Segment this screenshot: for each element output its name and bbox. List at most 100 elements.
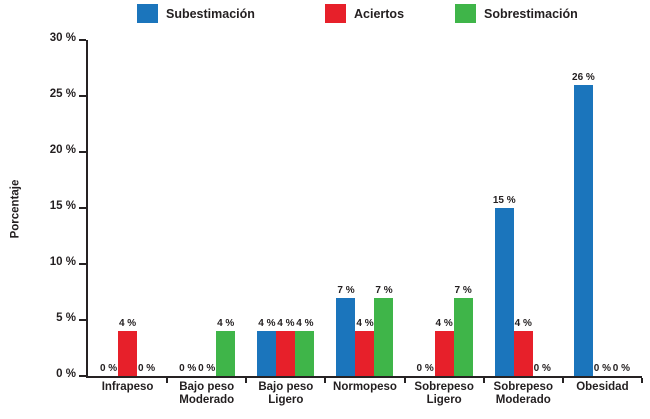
category-label: Bajo peso Ligero <box>258 381 314 406</box>
bar <box>434 331 454 376</box>
bar-slot: 26 % <box>572 40 595 376</box>
category-label: Bajo peso Moderado <box>179 381 235 406</box>
bar-group: 7 % 4 % 7 % <box>325 40 404 376</box>
category-label: Sobrepeso Ligero <box>414 381 474 406</box>
legend-item: Sobrestimación <box>455 4 578 23</box>
bar-value-label: 0 % <box>593 363 612 374</box>
bar-group: 0 % 4 % 7 % <box>405 40 484 376</box>
plot-area: 0 % 4 % 0 % 0 % 0 % 4 % 4 % 4 % 4 % 7 % 4 % 7 % 0 % 4… <box>86 40 642 378</box>
category-label: Obesidad <box>576 381 629 393</box>
y-tick <box>79 375 86 377</box>
bar-value-label: 4 % <box>514 318 532 330</box>
bar-group: 4 % 4 % 4 % <box>246 40 325 376</box>
bar-slot: 0 % <box>197 40 216 376</box>
bar <box>118 331 138 376</box>
bar <box>374 297 394 376</box>
bar-group: 26 % 0 % 0 % <box>563 40 642 376</box>
y-axis-title-wrap: Porcentaje <box>4 40 26 378</box>
bar-slot: 4 % <box>295 40 315 376</box>
y-tick-label: 30 % <box>49 32 76 44</box>
bar-group: 0 % 0 % 4 % <box>167 40 246 376</box>
legend-label: Sobrestimación <box>484 6 578 21</box>
bar-slot: 4 % <box>216 40 236 376</box>
category-label: Sobrepeso Moderado <box>493 381 553 406</box>
y-tick-label: 0 % <box>56 368 76 380</box>
bar-slot: 4 % <box>513 40 533 376</box>
bar-value-label: 0 % <box>612 363 631 374</box>
x-tick <box>403 378 406 383</box>
y-tick <box>79 39 86 41</box>
bar-value-label: 0 % <box>533 363 551 374</box>
bar-slot: 4 % <box>355 40 375 376</box>
bar-value-label: 4 % <box>118 318 137 330</box>
bar-value-label: 0 % <box>198 363 216 374</box>
x-tick <box>245 378 248 383</box>
y-tick <box>79 319 86 321</box>
bar-value-label: 0 % <box>99 363 118 374</box>
bar <box>573 84 593 376</box>
bar-slot: 0 % <box>416 40 435 376</box>
bar-value-label: 4 % <box>435 318 453 330</box>
bar-value-label: 4 % <box>356 318 374 330</box>
bar-value-label: 7 % <box>454 284 472 296</box>
bar <box>355 331 375 376</box>
bar <box>216 331 236 376</box>
bar-group: 15 % 4 % 0 % <box>484 40 563 376</box>
y-tick-label: 5 % <box>56 312 76 324</box>
bar-slot: 0 % <box>99 40 118 376</box>
bar-slot: 15 % <box>492 40 516 376</box>
x-tick <box>482 378 485 383</box>
bar <box>276 331 296 376</box>
y-tick <box>79 263 86 265</box>
bar <box>336 297 356 376</box>
legend-label: Aciertos <box>354 6 405 21</box>
bar-slot: 4 % <box>276 40 296 376</box>
bar-group: 0 % 4 % 0 % <box>88 40 167 376</box>
bar-slot: 7 % <box>336 40 356 376</box>
x-tick <box>641 378 643 383</box>
y-axis-title: Porcentaje <box>9 179 21 239</box>
bar <box>453 297 473 376</box>
x-tick <box>561 378 564 383</box>
y-tick-label: 25 % <box>49 88 76 100</box>
y-tick-label: 10 % <box>49 256 76 268</box>
bar-value-label: 0 % <box>179 363 197 374</box>
bar-value-label: 4 % <box>258 318 276 330</box>
legend-label: Subestimación <box>166 6 255 21</box>
bar-slot: 7 % <box>453 40 473 376</box>
bar-slot: 7 % <box>374 40 394 376</box>
bar-value-label: 26 % <box>572 71 595 83</box>
bar-value-label: 7 % <box>375 284 393 296</box>
bar-slot: 4 % <box>434 40 454 376</box>
y-tick <box>79 207 86 209</box>
y-tick-label: 15 % <box>49 200 76 212</box>
bar-slot: 0 % <box>612 40 631 376</box>
bar-slot: 0 % <box>593 40 612 376</box>
bar <box>257 331 277 376</box>
bar <box>295 331 315 376</box>
category-label: Normopeso <box>333 381 397 393</box>
y-tick-label: 20 % <box>49 144 76 156</box>
bar-slot: 0 % <box>178 40 197 376</box>
bar-value-label: 0 % <box>416 363 434 374</box>
legend-item: Aciertos <box>325 4 404 23</box>
y-tick <box>79 151 86 153</box>
bar <box>494 208 514 376</box>
bar-slot: 4 % <box>257 40 277 376</box>
bar-value-label: 4 % <box>277 318 295 330</box>
legend-swatch-icon <box>137 4 158 23</box>
category-label: Infrapeso <box>101 381 154 393</box>
bar-value-label: 15 % <box>492 195 516 206</box>
bar-value-label: 4 % <box>217 318 235 330</box>
legend-item: Subestimación <box>137 4 255 23</box>
bar-value-label: 4 % <box>296 318 314 330</box>
bar-value-label: 0 % <box>137 363 156 374</box>
legend-swatch-icon <box>455 4 476 23</box>
bar-slot: 0 % <box>533 40 552 376</box>
bar-value-label: 7 % <box>337 284 355 296</box>
bar-slot: 0 % <box>137 40 156 376</box>
legend-swatch-icon <box>325 4 346 23</box>
y-tick <box>79 95 86 97</box>
bar-slot: 4 % <box>118 40 138 376</box>
